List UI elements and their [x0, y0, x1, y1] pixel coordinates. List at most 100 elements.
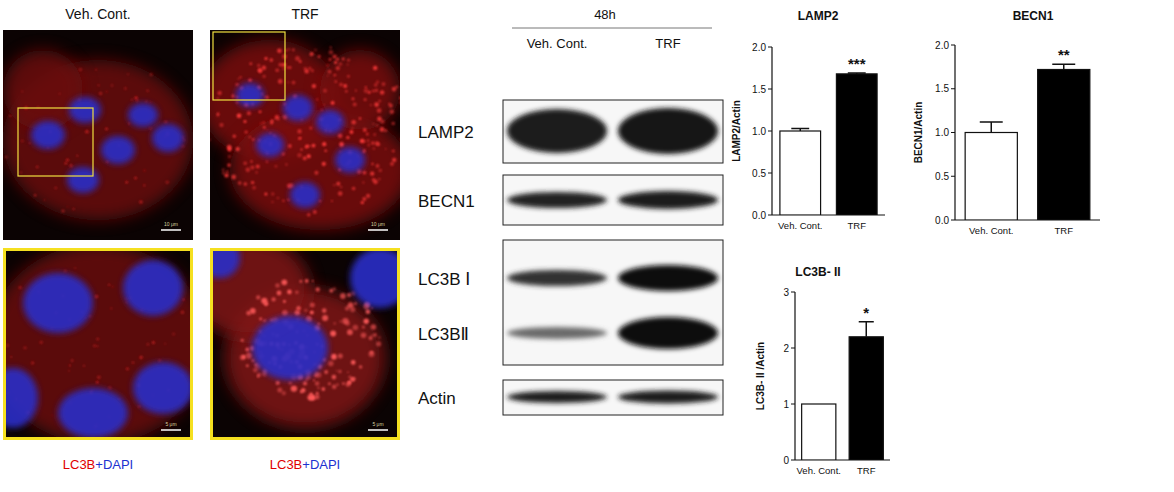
lc3b-punctum: [385, 148, 387, 150]
lc3b-punctum: [342, 58, 345, 61]
bar: [802, 404, 836, 460]
lc3b-punctum: [251, 181, 254, 184]
significance: ***: [848, 55, 866, 72]
blot-row-label: LAMP2: [418, 123, 474, 142]
lc3b-punctum: [222, 172, 225, 175]
lc3b-punctum: [283, 300, 286, 303]
lc3b-punctum: [310, 54, 312, 56]
lc3b-punctum: [270, 58, 274, 62]
lc3b-punctum: [21, 140, 24, 143]
lc3b-punctum: [327, 75, 329, 77]
lc3b-punctum: [376, 81, 379, 84]
lc3b-punctum: [231, 175, 236, 180]
nucleus: [290, 182, 320, 208]
lc3b-punctum: [287, 81, 289, 83]
micrograph-content: 10 μm: [210, 30, 400, 240]
plot-area: [965, 64, 1090, 220]
micrograph-content: 5 μm: [210, 248, 400, 440]
lc3b-punctum: [233, 135, 236, 138]
lc3b-punctum: [265, 96, 268, 99]
lc3b-punctum: [250, 165, 254, 169]
lc3b-punctum: [244, 120, 247, 123]
lc3b-punctum: [336, 370, 338, 372]
nucleus: [58, 388, 128, 438]
lc3b-punctum: [210, 139, 211, 141]
blot-row-label: Actin: [418, 389, 456, 408]
lc3b-punctum: [312, 280, 314, 282]
lc3b-punctum: [83, 365, 85, 367]
lc3b-punctum: [392, 158, 396, 162]
chart-title: LC3B- II: [795, 265, 840, 279]
lc3b-punctum: [74, 267, 76, 269]
blot-membrane: [503, 240, 723, 365]
lc3b-punctum: [257, 373, 261, 377]
blot-band: [507, 391, 607, 403]
lc3b-punctum: [246, 348, 250, 352]
lc3b-punctum: [330, 46, 332, 48]
lc3b-punctum: [371, 324, 377, 330]
lc3b-punctum: [19, 286, 22, 289]
plot-area: [802, 322, 884, 460]
lc3b-punctum: [392, 122, 395, 125]
bar: [849, 337, 883, 460]
lc3b-punctum: [313, 210, 317, 214]
nucleus: [210, 248, 240, 278]
nucleus: [31, 121, 65, 149]
lc3b-punctum: [318, 55, 321, 58]
lc3b-punctum: [71, 359, 74, 362]
lc3b-punctum: [334, 74, 336, 76]
lc3b-punctum: [310, 302, 315, 307]
micrograph-content: 5 μm: [3, 248, 193, 440]
lc3b-punctum: [380, 120, 384, 124]
lc3b-punctum: [152, 341, 155, 344]
lc3b-punctum: [226, 170, 228, 172]
lc3b-punctum: [136, 99, 139, 102]
lc3b-punctum: [146, 90, 149, 93]
lc3b-punctum: [329, 50, 334, 55]
lc3b-punctum: [377, 108, 382, 113]
lc3b-punctum: [363, 128, 367, 132]
lc3b-punctum: [227, 144, 231, 148]
lc3b-punctum: [328, 383, 331, 386]
lc3b-punctum: [272, 201, 274, 203]
nucleus: [335, 147, 365, 173]
lc3b-punctum: [378, 336, 381, 339]
lc3b-punctum: [322, 162, 326, 166]
lc3b-punctum: [266, 129, 268, 131]
lc3b-punctum: [125, 181, 128, 184]
scale-bar: [161, 229, 181, 231]
lc3b-punctum: [340, 293, 346, 299]
lc3b-punctum: [246, 168, 250, 172]
lc3b-punctum: [361, 201, 364, 204]
lc3b-punctum: [314, 171, 318, 175]
lc3b-punctum: [352, 127, 354, 129]
lc3b-punctum: [76, 155, 78, 157]
lc3b-punctum: [149, 127, 152, 130]
lc3b-punctum: [390, 110, 395, 115]
lc3b-punctum: [339, 142, 344, 147]
lc3b-punctum: [244, 162, 247, 165]
error-bar: [1052, 64, 1075, 69]
lc3b-punctum: [235, 83, 238, 86]
lc3b-punctum: [20, 171, 23, 174]
lc3b-punctum: [317, 323, 320, 326]
lc3b-punctum: [392, 87, 397, 92]
lc3b-punctum: [346, 136, 349, 139]
lc3b-punctum: [373, 179, 378, 184]
lc3b-punctum: [319, 200, 321, 202]
lc3b-punctum: [298, 137, 301, 140]
x-tick-label: Veh. Cont.: [797, 465, 841, 476]
lc3b-punctum: [328, 361, 334, 367]
blot-row-label: LC3BⅡ: [418, 325, 469, 344]
lc3b-punctum: [248, 79, 252, 83]
bar: [836, 74, 877, 215]
blot-band: [618, 391, 718, 404]
lc3b-punctum: [351, 360, 356, 365]
lc3b-punctum: [303, 381, 307, 385]
lc3b-punctum: [311, 69, 314, 72]
lc3b-punctum: [242, 355, 246, 359]
lc3b-punctum: [96, 338, 99, 341]
lc3b-punctum: [376, 124, 379, 127]
lc3b-punctum: [303, 156, 307, 160]
lc3b-punctum: [252, 359, 255, 362]
